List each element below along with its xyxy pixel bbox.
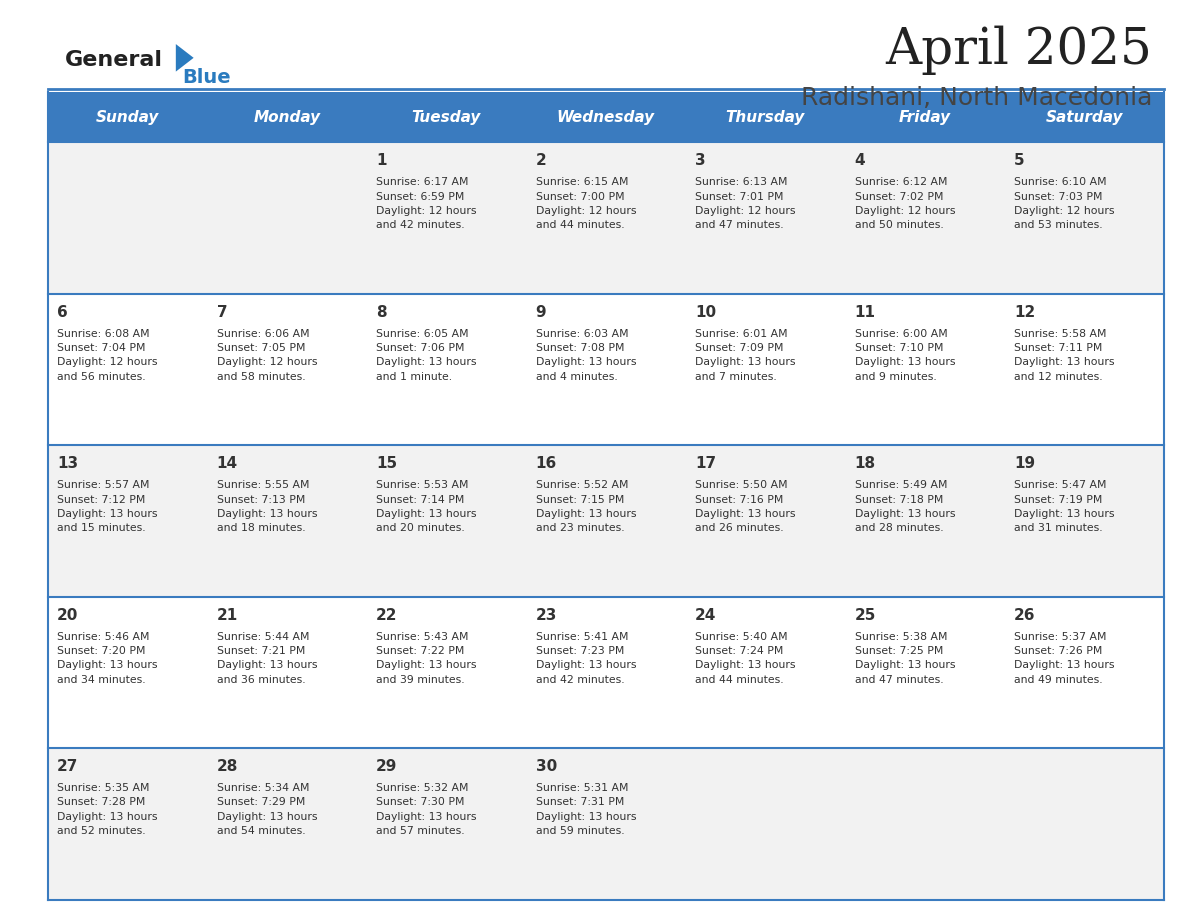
Text: 8: 8 — [377, 305, 387, 319]
Text: 24: 24 — [695, 608, 716, 622]
Text: 21: 21 — [216, 608, 238, 622]
Text: Sunrise: 5:43 AM
Sunset: 7:22 PM
Daylight: 13 hours
and 39 minutes.: Sunrise: 5:43 AM Sunset: 7:22 PM Dayligh… — [377, 632, 476, 685]
Text: Tuesday: Tuesday — [412, 109, 481, 125]
Text: 28: 28 — [216, 759, 238, 774]
Text: General: General — [65, 50, 163, 70]
Text: 1: 1 — [377, 153, 386, 168]
Text: April 2025: April 2025 — [885, 26, 1152, 75]
Text: 20: 20 — [57, 608, 78, 622]
Text: Sunrise: 6:01 AM
Sunset: 7:09 PM
Daylight: 13 hours
and 7 minutes.: Sunrise: 6:01 AM Sunset: 7:09 PM Dayligh… — [695, 329, 796, 382]
Text: Radishani, North Macedonia: Radishani, North Macedonia — [801, 86, 1152, 110]
Text: Monday: Monday — [253, 109, 321, 125]
Polygon shape — [176, 44, 194, 72]
Text: Sunrise: 5:55 AM
Sunset: 7:13 PM
Daylight: 13 hours
and 18 minutes.: Sunrise: 5:55 AM Sunset: 7:13 PM Dayligh… — [216, 480, 317, 533]
Text: Sunrise: 5:40 AM
Sunset: 7:24 PM
Daylight: 13 hours
and 44 minutes.: Sunrise: 5:40 AM Sunset: 7:24 PM Dayligh… — [695, 632, 796, 685]
Text: 13: 13 — [57, 456, 78, 471]
Text: 15: 15 — [377, 456, 397, 471]
Text: Sunrise: 5:34 AM
Sunset: 7:29 PM
Daylight: 13 hours
and 54 minutes.: Sunrise: 5:34 AM Sunset: 7:29 PM Dayligh… — [216, 783, 317, 836]
Text: Sunrise: 5:38 AM
Sunset: 7:25 PM
Daylight: 13 hours
and 47 minutes.: Sunrise: 5:38 AM Sunset: 7:25 PM Dayligh… — [854, 632, 955, 685]
Text: Sunrise: 6:10 AM
Sunset: 7:03 PM
Daylight: 12 hours
and 53 minutes.: Sunrise: 6:10 AM Sunset: 7:03 PM Dayligh… — [1015, 177, 1114, 230]
Text: Sunrise: 5:47 AM
Sunset: 7:19 PM
Daylight: 13 hours
and 31 minutes.: Sunrise: 5:47 AM Sunset: 7:19 PM Dayligh… — [1015, 480, 1114, 533]
Text: Sunrise: 5:57 AM
Sunset: 7:12 PM
Daylight: 13 hours
and 15 minutes.: Sunrise: 5:57 AM Sunset: 7:12 PM Dayligh… — [57, 480, 158, 533]
Bar — [48, 294, 1164, 445]
Text: 17: 17 — [695, 456, 716, 471]
Text: Sunrise: 5:53 AM
Sunset: 7:14 PM
Daylight: 13 hours
and 20 minutes.: Sunrise: 5:53 AM Sunset: 7:14 PM Dayligh… — [377, 480, 476, 533]
Text: 25: 25 — [854, 608, 876, 622]
Text: 16: 16 — [536, 456, 557, 471]
Text: 11: 11 — [854, 305, 876, 319]
Bar — [48, 445, 1164, 597]
Bar — [48, 142, 1164, 294]
Text: 18: 18 — [854, 456, 876, 471]
Text: Sunrise: 5:35 AM
Sunset: 7:28 PM
Daylight: 13 hours
and 52 minutes.: Sunrise: 5:35 AM Sunset: 7:28 PM Dayligh… — [57, 783, 158, 836]
Text: 19: 19 — [1015, 456, 1035, 471]
Text: 3: 3 — [695, 153, 706, 168]
Text: 2: 2 — [536, 153, 546, 168]
Text: Sunrise: 6:13 AM
Sunset: 7:01 PM
Daylight: 12 hours
and 47 minutes.: Sunrise: 6:13 AM Sunset: 7:01 PM Dayligh… — [695, 177, 796, 230]
Text: Sunrise: 6:03 AM
Sunset: 7:08 PM
Daylight: 13 hours
and 4 minutes.: Sunrise: 6:03 AM Sunset: 7:08 PM Dayligh… — [536, 329, 636, 382]
Text: Sunrise: 5:31 AM
Sunset: 7:31 PM
Daylight: 13 hours
and 59 minutes.: Sunrise: 5:31 AM Sunset: 7:31 PM Dayligh… — [536, 783, 636, 836]
Text: 23: 23 — [536, 608, 557, 622]
Text: 30: 30 — [536, 759, 557, 774]
Text: Sunrise: 6:06 AM
Sunset: 7:05 PM
Daylight: 12 hours
and 58 minutes.: Sunrise: 6:06 AM Sunset: 7:05 PM Dayligh… — [216, 329, 317, 382]
Bar — [48, 748, 1164, 900]
Text: Sunrise: 5:52 AM
Sunset: 7:15 PM
Daylight: 13 hours
and 23 minutes.: Sunrise: 5:52 AM Sunset: 7:15 PM Dayligh… — [536, 480, 636, 533]
Text: 6: 6 — [57, 305, 68, 319]
Text: Sunrise: 5:37 AM
Sunset: 7:26 PM
Daylight: 13 hours
and 49 minutes.: Sunrise: 5:37 AM Sunset: 7:26 PM Dayligh… — [1015, 632, 1114, 685]
Text: Sunrise: 6:15 AM
Sunset: 7:00 PM
Daylight: 12 hours
and 44 minutes.: Sunrise: 6:15 AM Sunset: 7:00 PM Dayligh… — [536, 177, 636, 230]
Text: Sunrise: 5:44 AM
Sunset: 7:21 PM
Daylight: 13 hours
and 36 minutes.: Sunrise: 5:44 AM Sunset: 7:21 PM Dayligh… — [216, 632, 317, 685]
Text: 4: 4 — [854, 153, 865, 168]
Text: 29: 29 — [377, 759, 398, 774]
Text: Friday: Friday — [899, 109, 952, 125]
Text: Sunrise: 6:00 AM
Sunset: 7:10 PM
Daylight: 13 hours
and 9 minutes.: Sunrise: 6:00 AM Sunset: 7:10 PM Dayligh… — [854, 329, 955, 382]
Text: Sunrise: 6:17 AM
Sunset: 6:59 PM
Daylight: 12 hours
and 42 minutes.: Sunrise: 6:17 AM Sunset: 6:59 PM Dayligh… — [377, 177, 476, 230]
Text: Thursday: Thursday — [726, 109, 805, 125]
Text: Sunrise: 5:41 AM
Sunset: 7:23 PM
Daylight: 13 hours
and 42 minutes.: Sunrise: 5:41 AM Sunset: 7:23 PM Dayligh… — [536, 632, 636, 685]
Text: Sunrise: 6:12 AM
Sunset: 7:02 PM
Daylight: 12 hours
and 50 minutes.: Sunrise: 6:12 AM Sunset: 7:02 PM Dayligh… — [854, 177, 955, 230]
Text: 5: 5 — [1015, 153, 1025, 168]
Text: Sunrise: 6:08 AM
Sunset: 7:04 PM
Daylight: 12 hours
and 56 minutes.: Sunrise: 6:08 AM Sunset: 7:04 PM Dayligh… — [57, 329, 158, 382]
Text: Saturday: Saturday — [1045, 109, 1123, 125]
Text: Blue: Blue — [182, 68, 230, 86]
Text: Sunrise: 6:05 AM
Sunset: 7:06 PM
Daylight: 13 hours
and 1 minute.: Sunrise: 6:05 AM Sunset: 7:06 PM Dayligh… — [377, 329, 476, 382]
Text: 22: 22 — [377, 608, 398, 622]
Text: Sunrise: 5:32 AM
Sunset: 7:30 PM
Daylight: 13 hours
and 57 minutes.: Sunrise: 5:32 AM Sunset: 7:30 PM Dayligh… — [377, 783, 476, 836]
Bar — [48, 597, 1164, 748]
Text: 14: 14 — [216, 456, 238, 471]
Text: 9: 9 — [536, 305, 546, 319]
Text: Wednesday: Wednesday — [557, 109, 655, 125]
Text: Sunrise: 5:49 AM
Sunset: 7:18 PM
Daylight: 13 hours
and 28 minutes.: Sunrise: 5:49 AM Sunset: 7:18 PM Dayligh… — [854, 480, 955, 533]
Text: 7: 7 — [216, 305, 227, 319]
Text: Sunrise: 5:50 AM
Sunset: 7:16 PM
Daylight: 13 hours
and 26 minutes.: Sunrise: 5:50 AM Sunset: 7:16 PM Dayligh… — [695, 480, 796, 533]
Text: Sunrise: 5:58 AM
Sunset: 7:11 PM
Daylight: 13 hours
and 12 minutes.: Sunrise: 5:58 AM Sunset: 7:11 PM Dayligh… — [1015, 329, 1114, 382]
Text: 10: 10 — [695, 305, 716, 319]
Text: 26: 26 — [1015, 608, 1036, 622]
Text: 12: 12 — [1015, 305, 1036, 319]
Text: Sunday: Sunday — [95, 109, 159, 125]
Text: 27: 27 — [57, 759, 78, 774]
Bar — [48, 92, 1164, 142]
Text: Sunrise: 5:46 AM
Sunset: 7:20 PM
Daylight: 13 hours
and 34 minutes.: Sunrise: 5:46 AM Sunset: 7:20 PM Dayligh… — [57, 632, 158, 685]
